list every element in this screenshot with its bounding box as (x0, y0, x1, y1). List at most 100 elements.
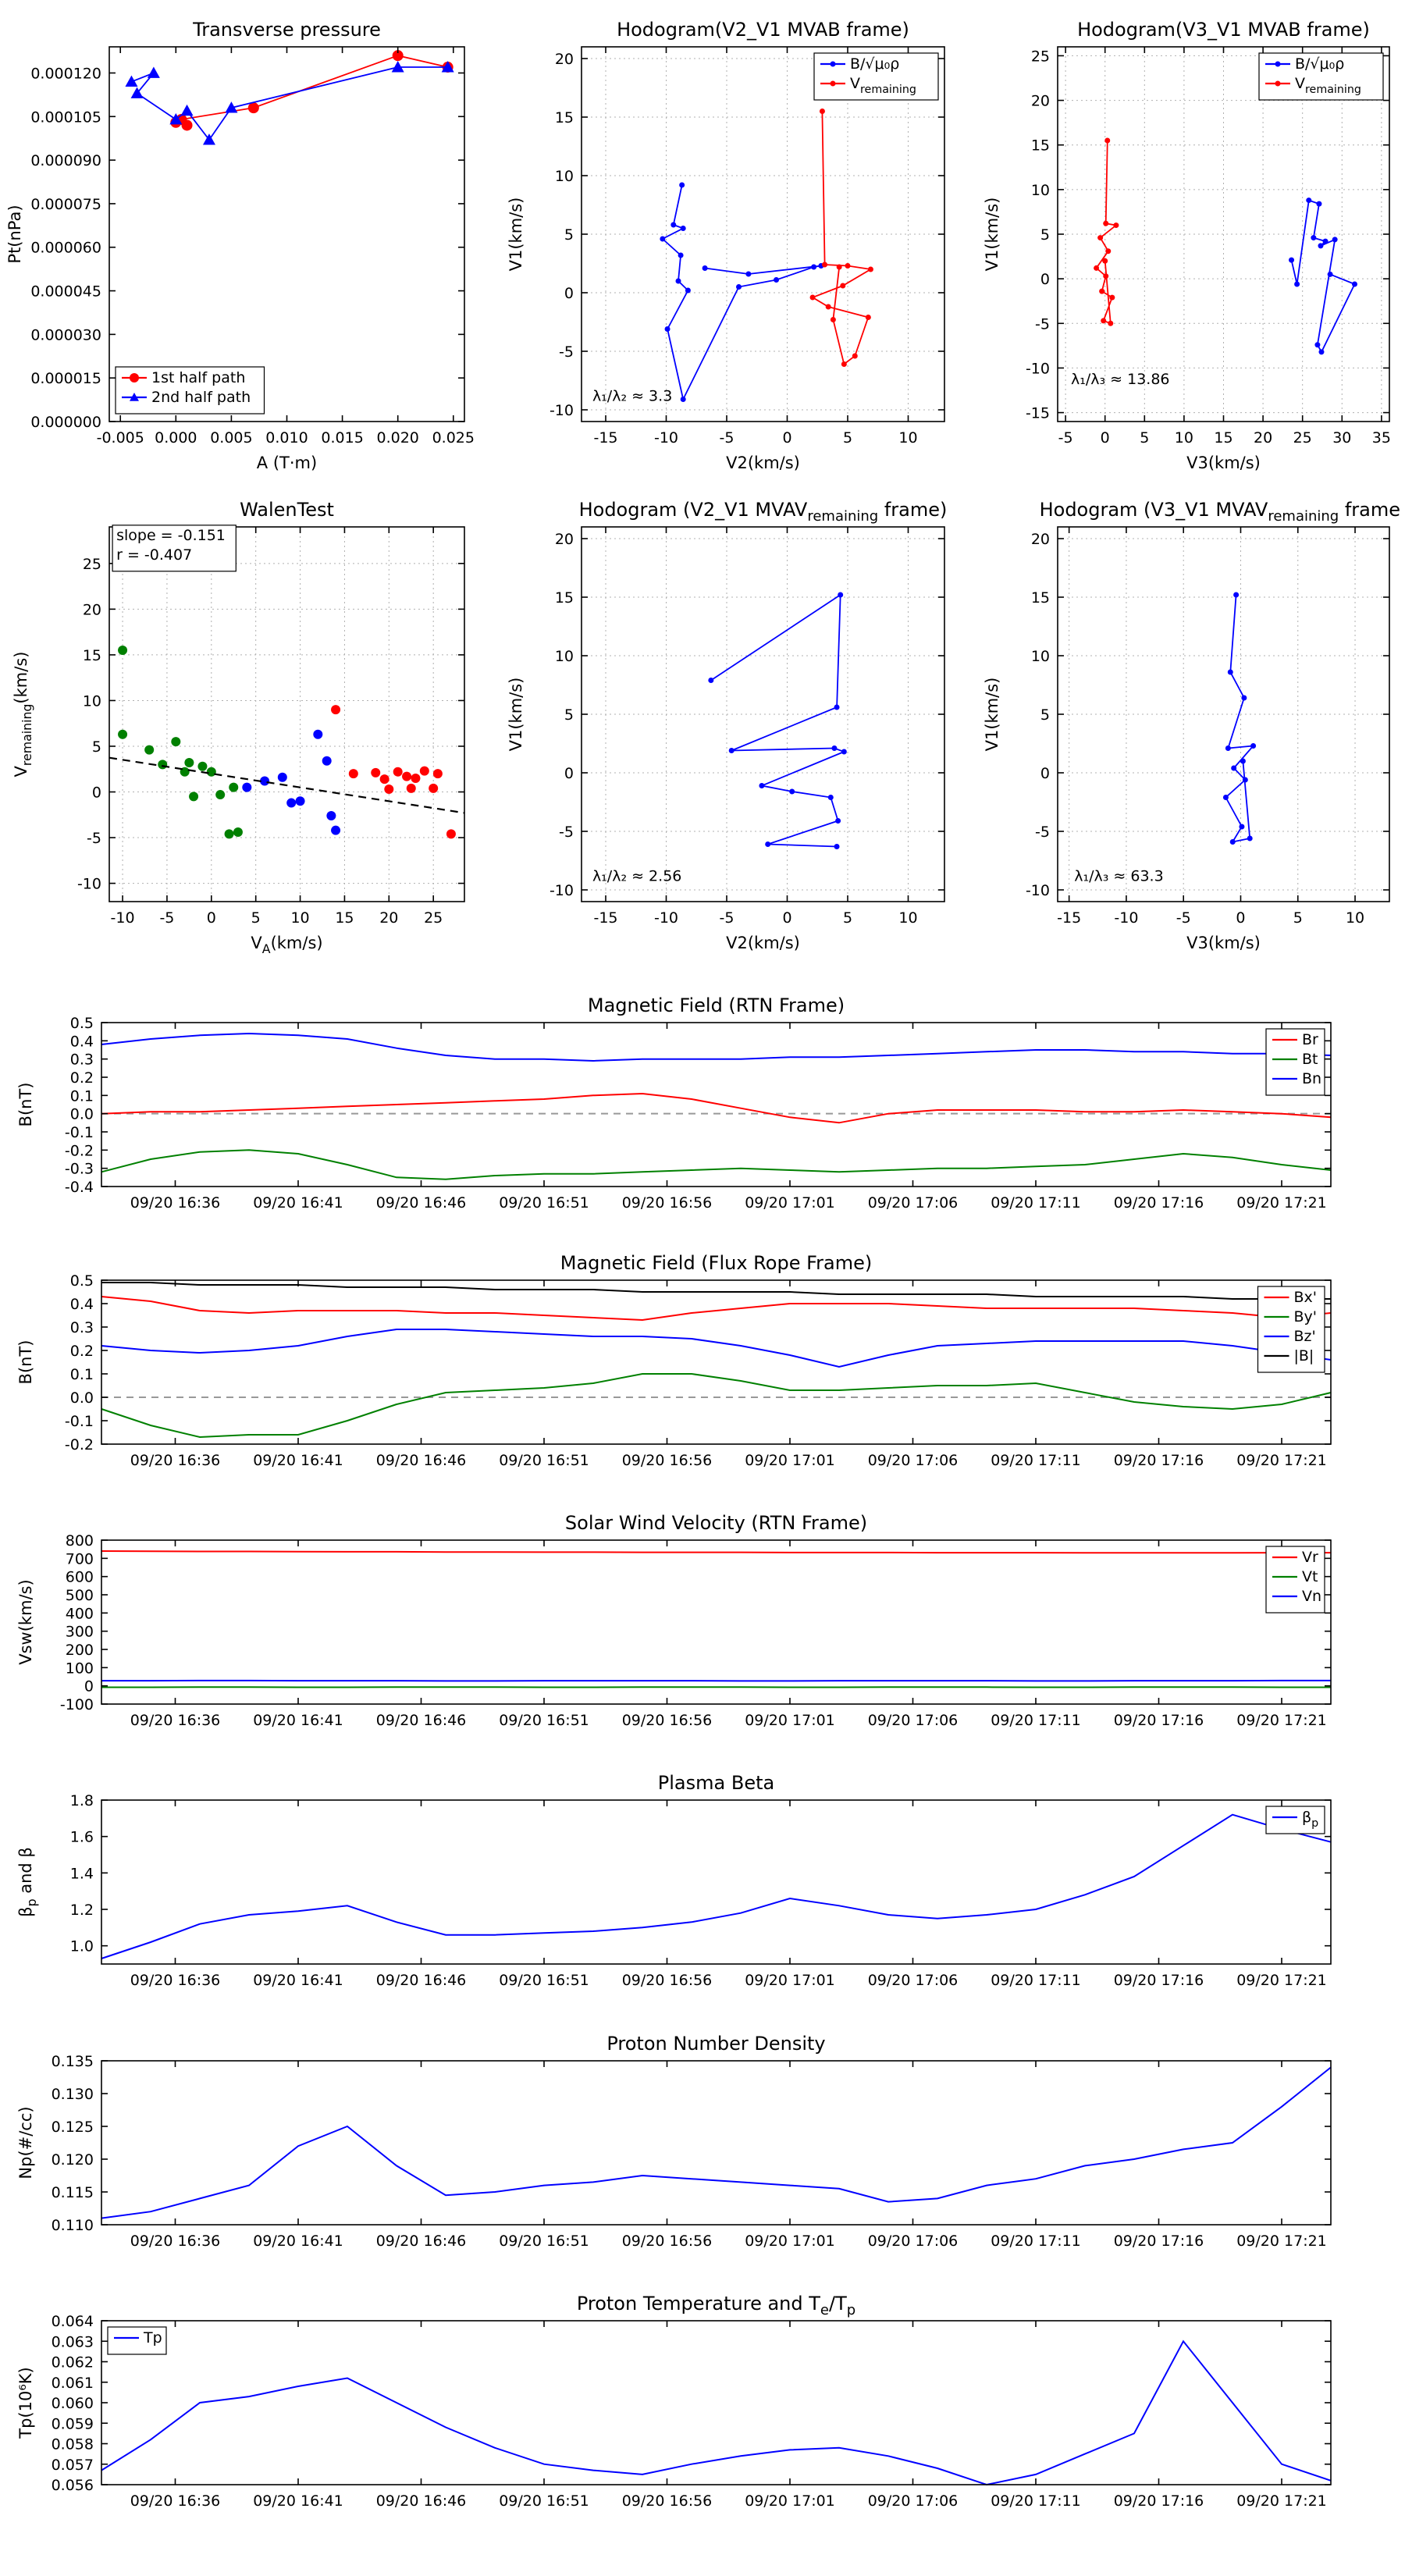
svg-text:09/20 16:51: 09/20 16:51 (499, 2233, 589, 2250)
svg-text:0.135: 0.135 (52, 2053, 94, 2070)
svg-text:-5: -5 (720, 909, 735, 927)
svg-text:0: 0 (564, 765, 574, 782)
svg-text:09/20 16:51: 09/20 16:51 (499, 1452, 589, 1469)
svg-text:09/20 16:36: 09/20 16:36 (130, 1712, 221, 1729)
svg-text:09/20 16:36: 09/20 16:36 (130, 1194, 221, 1212)
svg-text:0: 0 (1040, 765, 1050, 782)
svg-text:r = -0.407: r = -0.407 (116, 546, 192, 564)
svg-text:Tp: Tp (143, 2329, 162, 2347)
svg-text:15: 15 (555, 109, 574, 126)
svg-text:-100: -100 (60, 1696, 94, 1713)
chart-plasma-beta: 09/20 16:36 09/20 16:41 09/20 16:46 09/20 1… (8, 1769, 1343, 2003)
svg-text:0.2: 0.2 (70, 1343, 94, 1360)
svg-text:0: 0 (92, 785, 101, 802)
svg-text:20: 20 (555, 51, 574, 68)
svg-text:-5: -5 (1035, 315, 1050, 333)
svg-text:09/20 17:11: 09/20 17:11 (991, 2492, 1081, 2510)
svg-text:1.0: 1.0 (70, 1938, 94, 1955)
svg-text:09/20 17:01: 09/20 17:01 (745, 1972, 835, 1989)
svg-text:15: 15 (1031, 589, 1050, 607)
chart-hodogram-v3-mvav: -15 -10 -5 0 5 10 -10 -5 0 5 10 15 20 Hodogram (V3_V1… (976, 492, 1405, 956)
svg-text:Hodogram(V3_V1 MVAB frame): Hodogram(V3_V1 MVAB frame) (1077, 19, 1370, 41)
svg-text:10: 10 (1031, 182, 1050, 199)
svg-text:15: 15 (555, 589, 574, 607)
svg-text:20: 20 (555, 531, 574, 548)
svg-text:09/20 17:06: 09/20 17:06 (868, 1972, 959, 1989)
svg-text:Br: Br (1302, 1031, 1318, 1048)
svg-text:5: 5 (92, 738, 101, 756)
svg-text:09/20 16:51: 09/20 16:51 (499, 1194, 589, 1212)
svg-text:0.115: 0.115 (52, 2184, 94, 2201)
svg-text:-15: -15 (1026, 405, 1050, 422)
svg-text:09/20 17:16: 09/20 17:16 (1114, 2492, 1204, 2510)
chart-svg: -10 -5 0 5 10 15 20 25 -10 -5 0 5 10 15 20 25 WalenTest V… (12, 499, 465, 956)
svg-text:0.1: 0.1 (70, 1087, 94, 1105)
svg-text:0.060: 0.060 (52, 2395, 94, 2412)
svg-text:0.0: 0.0 (70, 1106, 94, 1123)
svg-text:0.4: 0.4 (70, 1033, 94, 1050)
svg-text:Magnetic Field (RTN Frame): Magnetic Field (RTN Frame) (588, 994, 845, 1016)
svg-text:-10: -10 (77, 876, 101, 893)
svg-text:0.062: 0.062 (52, 2354, 94, 2371)
svg-text:0.1: 0.1 (70, 1366, 94, 1383)
svg-text:-0.1: -0.1 (65, 1413, 94, 1430)
svg-text:V1(km/s): V1(km/s) (983, 678, 1001, 752)
svg-text:Pt(nPa): Pt(nPa) (8, 205, 24, 263)
svg-text:600: 600 (66, 1569, 94, 1586)
svg-text:0.120: 0.120 (52, 2151, 94, 2169)
svg-text:09/20 17:01: 09/20 17:01 (745, 1712, 835, 1729)
svg-text:0.000: 0.000 (155, 429, 197, 447)
svg-text:09/20 16:51: 09/20 16:51 (499, 1972, 589, 1989)
svg-text:0.5: 0.5 (70, 1015, 94, 1032)
svg-text:15: 15 (1214, 429, 1232, 447)
svg-text:09/20 16:56: 09/20 16:56 (622, 1712, 713, 1729)
chart-svg: 09/20 16:36 09/20 16:41 09/20 16:46 09/20 1… (16, 994, 1332, 1212)
svg-text:10: 10 (898, 909, 917, 927)
svg-text:09/20 17:16: 09/20 17:16 (1114, 1194, 1204, 1212)
svg-text:09/20 16:46: 09/20 16:46 (376, 1972, 467, 1989)
svg-text:09/20 17:11: 09/20 17:11 (991, 1194, 1081, 1212)
svg-text:35: 35 (1372, 429, 1391, 447)
svg-text:0.063: 0.063 (52, 2333, 94, 2350)
svg-text:-10: -10 (550, 882, 574, 899)
svg-text:10: 10 (555, 168, 574, 185)
svg-text:-5: -5 (559, 824, 574, 841)
svg-text:09/20 17:01: 09/20 17:01 (745, 1194, 835, 1212)
svg-text:09/20 16:41: 09/20 16:41 (253, 1194, 343, 1212)
svg-text:25: 25 (424, 909, 443, 927)
svg-text:0: 0 (564, 285, 574, 302)
chart-svg: 09/20 16:36 09/20 16:41 09/20 16:46 09/20 1… (16, 1772, 1332, 1989)
svg-text:Proton Number Density: Proton Number Density (606, 2033, 825, 2055)
svg-text:09/20 17:11: 09/20 17:11 (991, 2233, 1081, 2250)
svg-text:09/20 16:46: 09/20 16:46 (376, 1194, 467, 1212)
svg-text:09/20 17:06: 09/20 17:06 (868, 1712, 959, 1729)
svg-text:λ₁/λ₂ ≈ 3.3: λ₁/λ₂ ≈ 3.3 (592, 388, 672, 405)
chart-walen-test: -10 -5 0 5 10 15 20 25 -10 -5 0 5 10 15 20 25 WalenTest V… (8, 492, 476, 956)
svg-text:0.2: 0.2 (70, 1069, 94, 1087)
svg-text:09/20 17:11: 09/20 17:11 (991, 1972, 1081, 1989)
svg-text:09/20 17:16: 09/20 17:16 (1114, 1452, 1204, 1469)
svg-text:09/20 17:21: 09/20 17:21 (1236, 1452, 1327, 1469)
svg-text:V3(km/s): V3(km/s) (1186, 934, 1261, 952)
chart-hodogram-v2-mvab: -15 -10 -5 0 5 10 -10 -5 0 5 10 15 20 Hodogram(V2_V1 … (500, 12, 956, 476)
svg-text:-5: -5 (159, 909, 174, 927)
svg-text:0.005: 0.005 (210, 429, 252, 447)
svg-text:βp: βp (1302, 1809, 1318, 1830)
svg-text:20: 20 (379, 909, 398, 927)
svg-text:0.125: 0.125 (52, 2119, 94, 2136)
svg-text:λ₁/λ₂ ≈ 2.56: λ₁/λ₂ ≈ 2.56 (592, 868, 681, 885)
svg-text:09/20 16:56: 09/20 16:56 (622, 1452, 713, 1469)
svg-text:Hodogram(V2_V1 MVAB frame): Hodogram(V2_V1 MVAB frame) (617, 19, 909, 41)
chart-proton-temperature: 09/20 16:36 09/20 16:41 09/20 16:46 09/20 1… (8, 2290, 1343, 2524)
svg-text:20: 20 (1031, 93, 1050, 110)
chart-svg: -15 -10 -5 0 5 10 -10 -5 0 5 10 15 20 Hodogram(V2_V1 … (507, 19, 945, 472)
svg-text:V3(km/s): V3(km/s) (1186, 454, 1261, 472)
svg-text:5: 5 (1040, 226, 1050, 244)
svg-text:0.000075: 0.000075 (30, 196, 101, 213)
svg-text:B(nT): B(nT) (16, 1083, 35, 1127)
svg-text:-15: -15 (593, 909, 617, 927)
svg-text:A (T·m): A (T·m) (257, 454, 317, 472)
svg-text:|B|: |B| (1294, 1347, 1314, 1364)
svg-text:0: 0 (782, 909, 791, 927)
svg-text:1.8: 1.8 (70, 1792, 94, 1809)
